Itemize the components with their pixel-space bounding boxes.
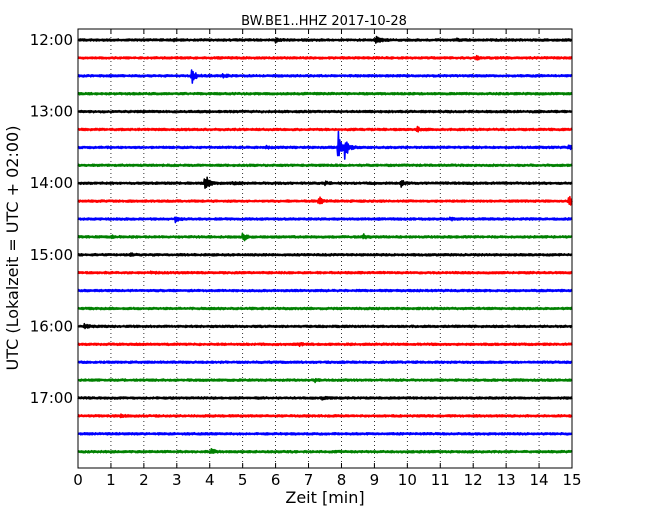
trace-row-1230 xyxy=(77,69,573,84)
x-tick-label: 3 xyxy=(172,471,182,489)
x-tick-label: 11 xyxy=(431,471,450,489)
x-tick-label: 8 xyxy=(337,471,347,489)
y-tick-label: 17:00 xyxy=(30,389,73,407)
x-tick-label: 10 xyxy=(398,471,417,489)
trace-row-1645 xyxy=(77,377,573,384)
trace-row-1330 xyxy=(77,130,573,160)
trace-row-1430 xyxy=(77,216,573,224)
trace-row-1630 xyxy=(77,360,573,365)
y-tick-label: 14:00 xyxy=(30,174,73,192)
trace-row-1445 xyxy=(77,232,573,242)
trace-row-1300 xyxy=(77,109,573,114)
y-axis-label: UTC (Lokalzeit = UTC + 02:00) xyxy=(3,126,22,371)
y-tick-label: 16:00 xyxy=(30,317,73,335)
x-tick-label: 4 xyxy=(205,471,215,489)
trace-row-1400 xyxy=(77,176,573,189)
y-axis: 12:00 13:00 14:00 15:00 16:00 17:00 xyxy=(30,31,572,407)
x-tick-label: 9 xyxy=(370,471,380,489)
trace-row-1200 xyxy=(77,35,573,44)
x-tick-label: 14 xyxy=(530,471,549,489)
trace-row-1615 xyxy=(77,341,573,348)
trace-row-1530 xyxy=(77,288,573,293)
trace-row-1745 xyxy=(77,447,573,454)
y-tick-label: 13:00 xyxy=(30,103,73,121)
trace-row-1700 xyxy=(77,395,573,401)
trace-row-1245 xyxy=(77,91,573,96)
trace-row-1515 xyxy=(77,270,573,275)
trace-row-1215 xyxy=(77,54,573,61)
y-tick-label: 12:00 xyxy=(30,31,73,49)
trace-row-1730 xyxy=(77,431,573,436)
trace-row-1715 xyxy=(77,413,573,419)
x-tick-label: 15 xyxy=(562,471,581,489)
trace-row-1315 xyxy=(77,125,573,133)
x-tick-label: 5 xyxy=(238,471,248,489)
chart-title: BW.BE1..HHZ 2017-10-28 xyxy=(241,14,407,29)
trace-row-1415 xyxy=(77,195,573,206)
x-axis: 0 1 2 3 4 5 6 7 8 9 10 11 12 13 14 15 xyxy=(73,29,582,489)
trace-row-1345 xyxy=(77,163,573,168)
y-tick-label: 15:00 xyxy=(30,246,73,264)
x-tick-label: 6 xyxy=(271,471,281,489)
x-tick-label: 0 xyxy=(73,471,83,489)
x-tick-label: 1 xyxy=(106,471,116,489)
plot-frame xyxy=(77,28,573,469)
x-axis-label: Zeit [min] xyxy=(285,488,364,507)
x-tick-label: 12 xyxy=(464,471,483,489)
trace-row-1600 xyxy=(77,322,573,330)
x-tick-label: 2 xyxy=(139,471,149,489)
trace-layer xyxy=(77,35,573,454)
x-tick-label: 13 xyxy=(497,471,516,489)
x-tick-label: 7 xyxy=(304,471,314,489)
trace-row-1545 xyxy=(77,306,573,311)
trace-row-1500 xyxy=(77,252,573,257)
